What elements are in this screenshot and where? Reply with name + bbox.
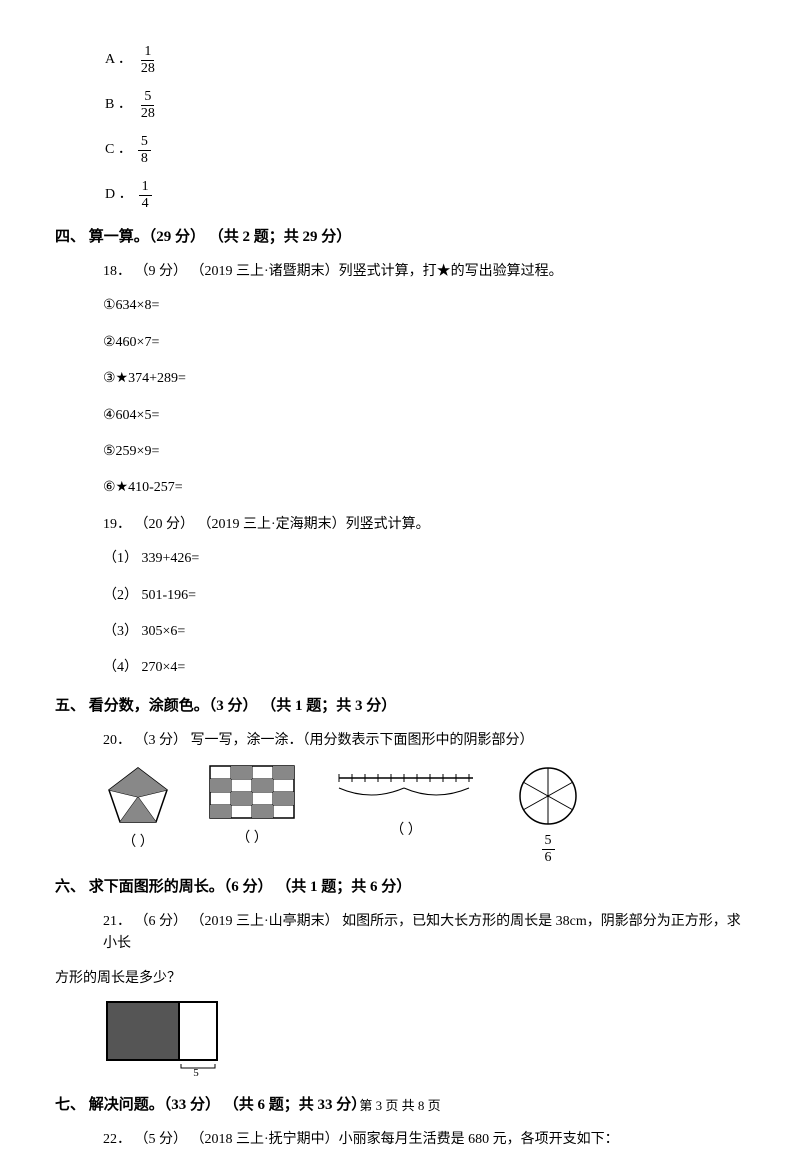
fraction-b: 5 28 — [138, 90, 158, 121]
caption-3: （ ） — [390, 820, 422, 842]
fraction-c: 5 8 — [138, 135, 151, 166]
section-6-header: 六、 求下面图形的周长。（6 分） （共 1 题；共 6 分） — [55, 875, 745, 899]
q18-item-6: ⑥★410-257= — [103, 477, 745, 499]
q20-stem: 20． （3 分） 写一写，涂一涂．（用分数表示下面图形中的阴影部分） — [103, 730, 745, 752]
circle-icon — [516, 764, 580, 828]
figure-grid: （ ） — [208, 764, 296, 850]
q19-stem: 19． （20 分） （2019 三上·定海期末）列竖式计算。 — [103, 514, 745, 536]
option-letter: D ． — [105, 184, 133, 206]
section-4-header: 四、 算一算。（29 分） （共 2 题；共 29 分） — [55, 225, 745, 249]
figures-row: （ ） （ ） — [103, 764, 745, 865]
grid-icon — [208, 764, 296, 822]
q21-stem-pre: 21． （6 分） （2019 三上·山亭期末） 如图所示，已知大长方形的周长是… — [103, 911, 745, 956]
option-a[interactable]: A ． 1 28 — [105, 45, 745, 76]
q19-item-3: （3） 305×6= — [103, 621, 745, 643]
svg-text:5: 5 — [193, 1067, 199, 1076]
rectangle-diagram: 5 — [103, 998, 745, 1084]
option-b[interactable]: B ． 5 28 — [105, 90, 745, 121]
option-letter: C ． — [105, 139, 132, 161]
caption-4: 5 6 — [542, 834, 555, 865]
q21-stem-post: 方形的周长是多少？ — [55, 968, 745, 990]
option-letter: A ． — [105, 49, 132, 71]
option-c[interactable]: C ． 5 8 — [105, 135, 745, 166]
pentagon-icon — [103, 764, 173, 826]
section-5-header: 五、 看分数，涂颜色。（3 分） （共 1 题；共 3 分） — [55, 694, 745, 718]
caption-1: （ ） — [122, 832, 154, 854]
q19-item-2: （2） 501-196= — [103, 585, 745, 607]
figure-circle: 5 6 — [516, 764, 580, 865]
line-icon — [331, 764, 481, 814]
figure-pentagon: （ ） — [103, 764, 173, 854]
q19-item-4: （4） 270×4= — [103, 657, 745, 679]
q18-item-4: ④604×5= — [103, 405, 745, 427]
fraction-d: 1 4 — [139, 180, 152, 211]
q18-item-3: ③★374+289= — [103, 368, 745, 390]
fraction-a: 1 28 — [138, 45, 158, 76]
caption-2: （ ） — [236, 828, 268, 850]
q18-item-2: ②460×7= — [103, 332, 745, 354]
option-d[interactable]: D ． 1 4 — [105, 180, 745, 211]
option-letter: B ． — [105, 94, 132, 116]
q18-item-5: ⑤259×9= — [103, 441, 745, 463]
q18-item-1: ①634×8= — [103, 295, 745, 317]
page-footer: 第 3 页 共 8 页 — [0, 1096, 800, 1117]
figure-line: （ ） — [331, 764, 481, 842]
q18-stem: 18． （9 分） （2019 三上·诸暨期末）列竖式计算，打★的写出验算过程。 — [103, 261, 745, 283]
q19-item-1: （1） 339+426= — [103, 548, 745, 570]
